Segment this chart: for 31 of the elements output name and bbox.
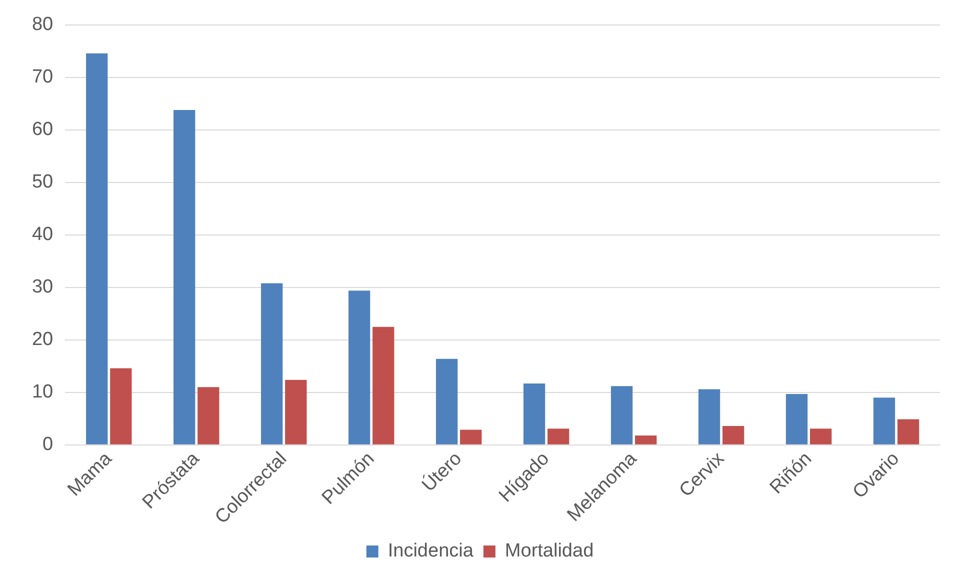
bar: [174, 110, 196, 444]
bar: [285, 380, 307, 444]
y-tick-label: 80: [32, 14, 54, 36]
bar: [873, 398, 896, 444]
bar: [635, 435, 657, 444]
legend-label: Mortalidad: [504, 540, 594, 562]
bar: [722, 426, 744, 444]
bar: [110, 368, 132, 444]
y-tick-label: 30: [32, 276, 54, 298]
y-tick-label: 50: [32, 172, 54, 193]
bar: [460, 430, 482, 444]
bar: [86, 53, 108, 444]
bar: [786, 394, 808, 444]
legend-label: Incidencia: [388, 540, 474, 562]
bar: [548, 428, 570, 444]
y-tick-label: 0: [42, 434, 54, 456]
bar: [372, 326, 394, 444]
y-tick-label: 70: [32, 66, 54, 88]
y-tick-label: 40: [32, 224, 54, 246]
bar: [523, 384, 546, 444]
bar: [348, 290, 370, 444]
bar: [810, 428, 832, 444]
y-tick-label: 60: [32, 119, 54, 140]
bar: [436, 358, 458, 444]
bar: [610, 386, 633, 444]
bar: [698, 389, 720, 444]
bar: [198, 387, 220, 444]
bar: [897, 419, 920, 444]
bar: [260, 283, 283, 444]
y-tick-label: 20: [32, 329, 54, 350]
y-tick-label: 10: [32, 382, 54, 403]
